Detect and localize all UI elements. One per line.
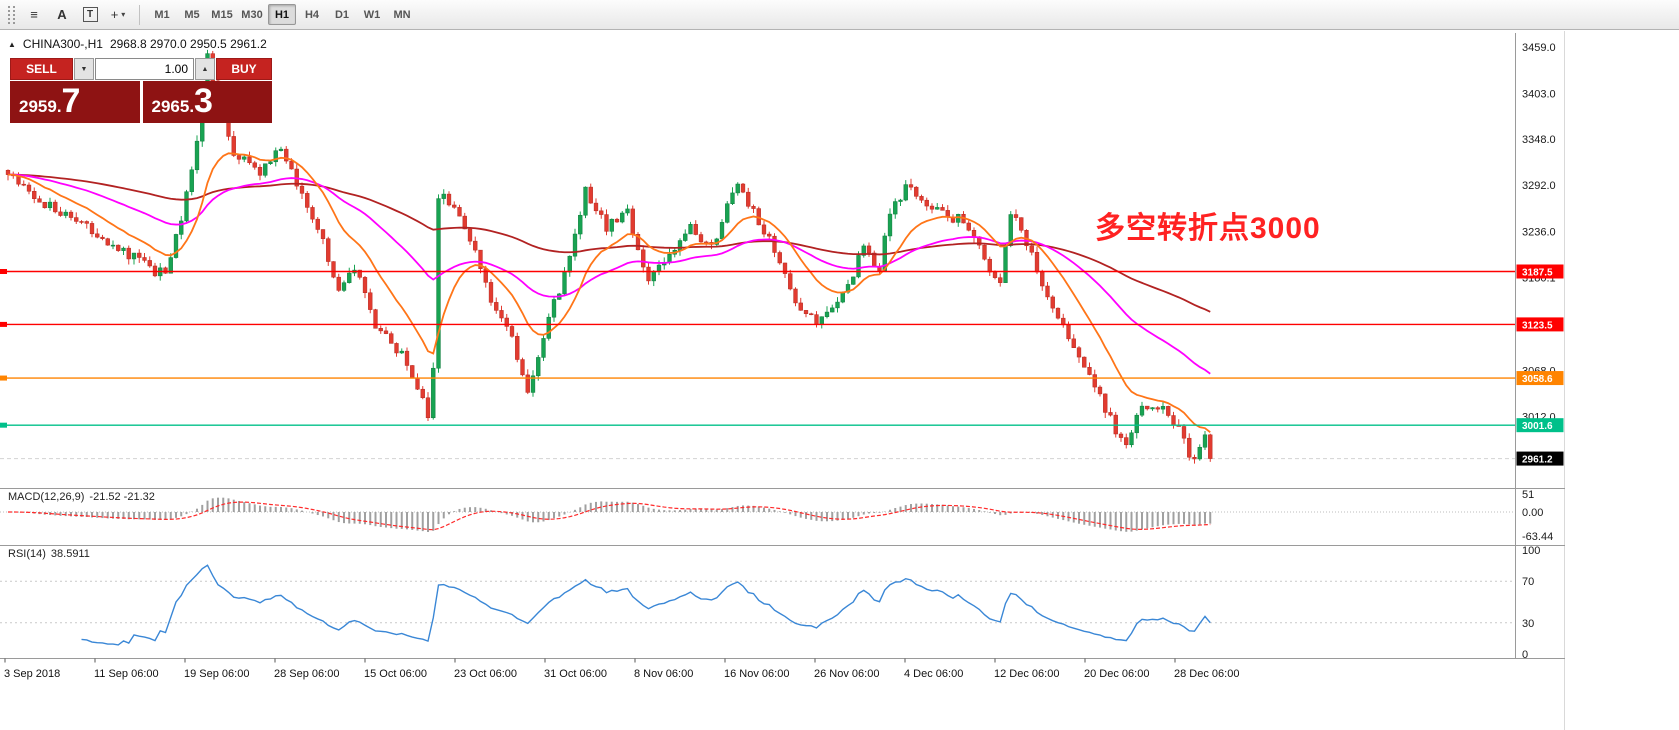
price-badge-label: 3058.6 [1522,374,1553,385]
rsi-value: 38.5911 [50,548,90,560]
price-badge-label: 2961.2 [1522,455,1553,466]
time-axis-label: 15 Oct 06:00 [364,668,427,680]
macd-axis-label: 51 [1522,489,1534,501]
chart-ohlc-values: 2968.8 2970.0 2950.5 2961.2 [109,37,267,51]
price-badge [1516,264,1564,279]
time-axis-label: 28 Dec 06:00 [1174,668,1239,680]
chart-bars-icon[interactable]: ≡ [21,4,47,26]
price-badge-label: 3187.5 [1522,267,1553,278]
chevron-down-icon: ▾ [121,10,126,19]
rsi-line [81,564,1211,646]
timeframe-button-d1[interactable]: D1 [328,4,356,25]
toolbar-icon-group: ≡ A T + ▾ [20,4,132,26]
chart-header: ▲ CHINA300-,H1 2968.8 2970.0 2950.5 2961… [8,37,267,51]
volume-decrease-button[interactable]: ▼ [74,58,94,80]
time-axis-label: 12 Dec 06:00 [994,668,1059,680]
buy-button[interactable]: BUY [216,58,272,80]
time-axis-label: 26 Nov 06:00 [814,668,879,680]
toolbar: ≡ A T + ▾ M1 M5 M15 M30 H1 H4 D1 W1 MN [0,0,1679,30]
timeframe-button-m1[interactable]: M1 [148,4,176,25]
macd-axis-label: -63.44 [1522,531,1553,543]
bid-price[interactable]: 2959.7 [10,81,140,123]
price-badge-label: 3001.6 [1522,421,1553,432]
rsi-axis-label: 100 [1522,545,1540,557]
timeframe-button-h4[interactable]: H4 [298,4,326,25]
chart-window: 3459.03403.03348.03292.03236.03180.13068… [0,31,1565,730]
time-axis-label: 16 Nov 06:00 [724,668,789,680]
macd-signal-line [7,501,1211,531]
toolbar-separator [139,4,140,25]
time-axis-label: 3 Sep 2018 [4,668,60,680]
time-axis-label: 8 Nov 06:00 [634,668,693,680]
price-axis-label: 3236.0 [1522,226,1556,238]
ask-price[interactable]: 2965.3 [142,81,272,123]
price-axis-label: 3292.0 [1522,180,1556,192]
chart-symbol-label: CHINA300-,H1 [22,37,103,51]
chart-plot-area[interactable]: 3459.03403.03348.03292.03236.03180.13068… [0,31,1565,700]
rsi-name: RSI(14) [8,548,46,560]
timeframe-button-m5[interactable]: M5 [178,4,206,25]
rsi-axis-label: 0 [1522,649,1528,661]
timeframe-button-w1[interactable]: W1 [358,4,386,25]
time-axis-label: 31 Oct 06:00 [544,668,607,680]
one-click-trading-panel: SELL ▼ ▲ BUY 2959.7 2965.3 [10,58,272,123]
chart-annotation-text: 多空转折点3000 [1095,212,1321,245]
macd-histogram [12,497,1212,532]
candlestick-series [5,49,1213,464]
macd-axis-label: 0.00 [1522,507,1543,519]
timeframe-button-mn[interactable]: MN [388,4,416,25]
macd-name: MACD(12,26,9) [8,491,85,503]
time-axis-label: 4 Dec 06:00 [904,668,963,680]
volume-input[interactable] [95,58,194,80]
text-a-icon[interactable]: A [49,4,75,26]
price-axis-label: 3348.0 [1522,134,1556,146]
time-axis-label: 23 Oct 06:00 [454,668,517,680]
price-axis-label: 3403.0 [1522,88,1556,100]
main-price-pane [0,49,1515,464]
text-label-icon[interactable]: T [77,4,103,26]
timeframe-button-h1[interactable]: H1 [268,4,296,25]
price-badge [1516,418,1564,433]
macd-label: MACD(12,26,9) -21.52 -21.32 [8,491,160,503]
rsi-axis-label: 30 [1522,618,1534,630]
price-badge [1516,371,1564,386]
time-axis-label: 20 Dec 06:00 [1084,668,1149,680]
rsi-label: RSI(14) 38.5911 [8,548,95,560]
time-axis-label: 28 Sep 06:00 [274,668,339,680]
timeframe-button-m15[interactable]: M15 [208,4,236,25]
time-axis-label: 19 Sep 06:00 [184,668,249,680]
volume-increase-button[interactable]: ▲ [195,58,215,80]
price-axis-label: 3459.0 [1522,42,1556,54]
toolbar-grip[interactable] [8,5,15,24]
timeframe-button-m30[interactable]: M30 [238,4,266,25]
time-axis-label: 11 Sep 06:00 [94,668,159,680]
crosshair-icon[interactable]: + ▾ [105,4,131,26]
timeframe-button-group: M1 M5 M15 M30 H1 H4 D1 W1 MN [147,4,417,25]
price-badge [1516,451,1564,466]
sell-button[interactable]: SELL [10,58,73,80]
rsi-axis-label: 70 [1522,576,1534,588]
fast-ma-line [7,152,1211,433]
collapse-chart-icon[interactable]: ▲ [8,39,16,49]
macd-values: -21.52 -21.32 [89,491,155,503]
price-badge-label: 3123.5 [1522,320,1553,331]
price-badge [1516,317,1564,332]
